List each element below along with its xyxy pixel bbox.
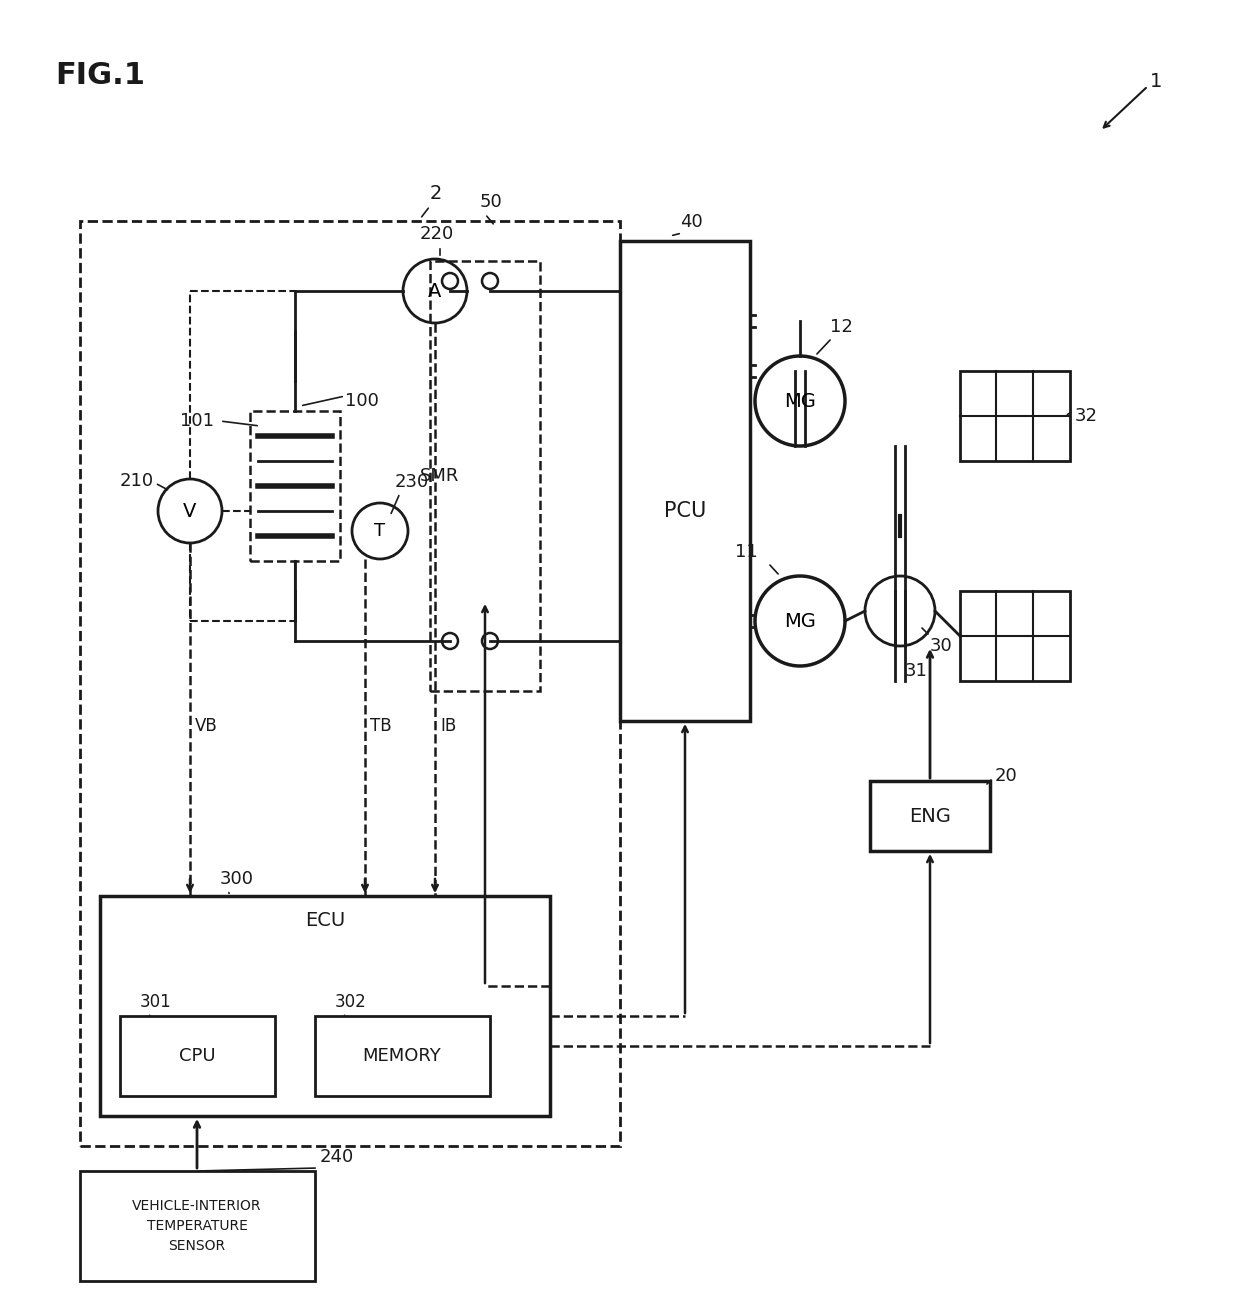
Text: 301: 301 — [140, 993, 172, 1011]
Text: 300: 300 — [219, 870, 254, 889]
Text: IB: IB — [440, 717, 456, 735]
Text: 30: 30 — [930, 637, 952, 654]
Bar — [81, 221, 620, 1146]
Text: T: T — [374, 522, 386, 540]
Circle shape — [352, 503, 408, 559]
Circle shape — [755, 576, 844, 666]
Circle shape — [403, 259, 467, 323]
Text: MEMORY: MEMORY — [362, 1047, 441, 1066]
Text: A: A — [428, 281, 441, 301]
Text: 40: 40 — [680, 213, 703, 232]
Circle shape — [482, 273, 498, 289]
Bar — [250, 411, 340, 561]
Text: 230: 230 — [396, 474, 429, 490]
Bar — [81, 1171, 315, 1281]
Text: 101: 101 — [180, 412, 215, 431]
Text: TB: TB — [370, 717, 392, 735]
Text: FIG.1: FIG.1 — [55, 61, 145, 90]
Circle shape — [755, 356, 844, 446]
Text: ECU: ECU — [305, 912, 345, 930]
Bar — [100, 896, 551, 1116]
Text: ENG: ENG — [909, 807, 951, 826]
Text: PCU: PCU — [663, 501, 707, 520]
Circle shape — [866, 576, 935, 647]
Text: VB: VB — [195, 717, 218, 735]
Bar — [430, 262, 539, 691]
Bar — [315, 1016, 490, 1095]
Text: 12: 12 — [830, 317, 853, 336]
Circle shape — [441, 273, 458, 289]
Text: VEHICLE-INTERIOR
TEMPERATURE
SENSOR: VEHICLE-INTERIOR TEMPERATURE SENSOR — [133, 1200, 262, 1253]
Bar — [960, 591, 1070, 680]
Bar — [870, 781, 990, 851]
Text: 20: 20 — [994, 768, 1018, 785]
Text: 11: 11 — [735, 543, 758, 561]
Text: 220: 220 — [420, 225, 454, 243]
Text: 32: 32 — [1075, 407, 1097, 425]
Text: CPU: CPU — [179, 1047, 216, 1066]
Text: V: V — [184, 501, 197, 520]
Bar — [120, 1016, 275, 1095]
Text: MG: MG — [784, 392, 816, 411]
Circle shape — [157, 479, 222, 543]
Bar — [620, 241, 750, 721]
Text: 210: 210 — [120, 472, 154, 490]
Text: 302: 302 — [335, 993, 367, 1011]
Text: 100: 100 — [345, 392, 379, 410]
Circle shape — [441, 634, 458, 649]
Text: SMR: SMR — [420, 467, 460, 485]
Text: 240: 240 — [320, 1147, 355, 1166]
Text: 1: 1 — [1149, 72, 1162, 91]
Text: 31: 31 — [905, 662, 928, 680]
Bar — [960, 371, 1070, 461]
Circle shape — [482, 634, 498, 649]
Text: MG: MG — [784, 611, 816, 631]
Text: 50: 50 — [480, 193, 502, 211]
Text: 2: 2 — [430, 183, 443, 203]
